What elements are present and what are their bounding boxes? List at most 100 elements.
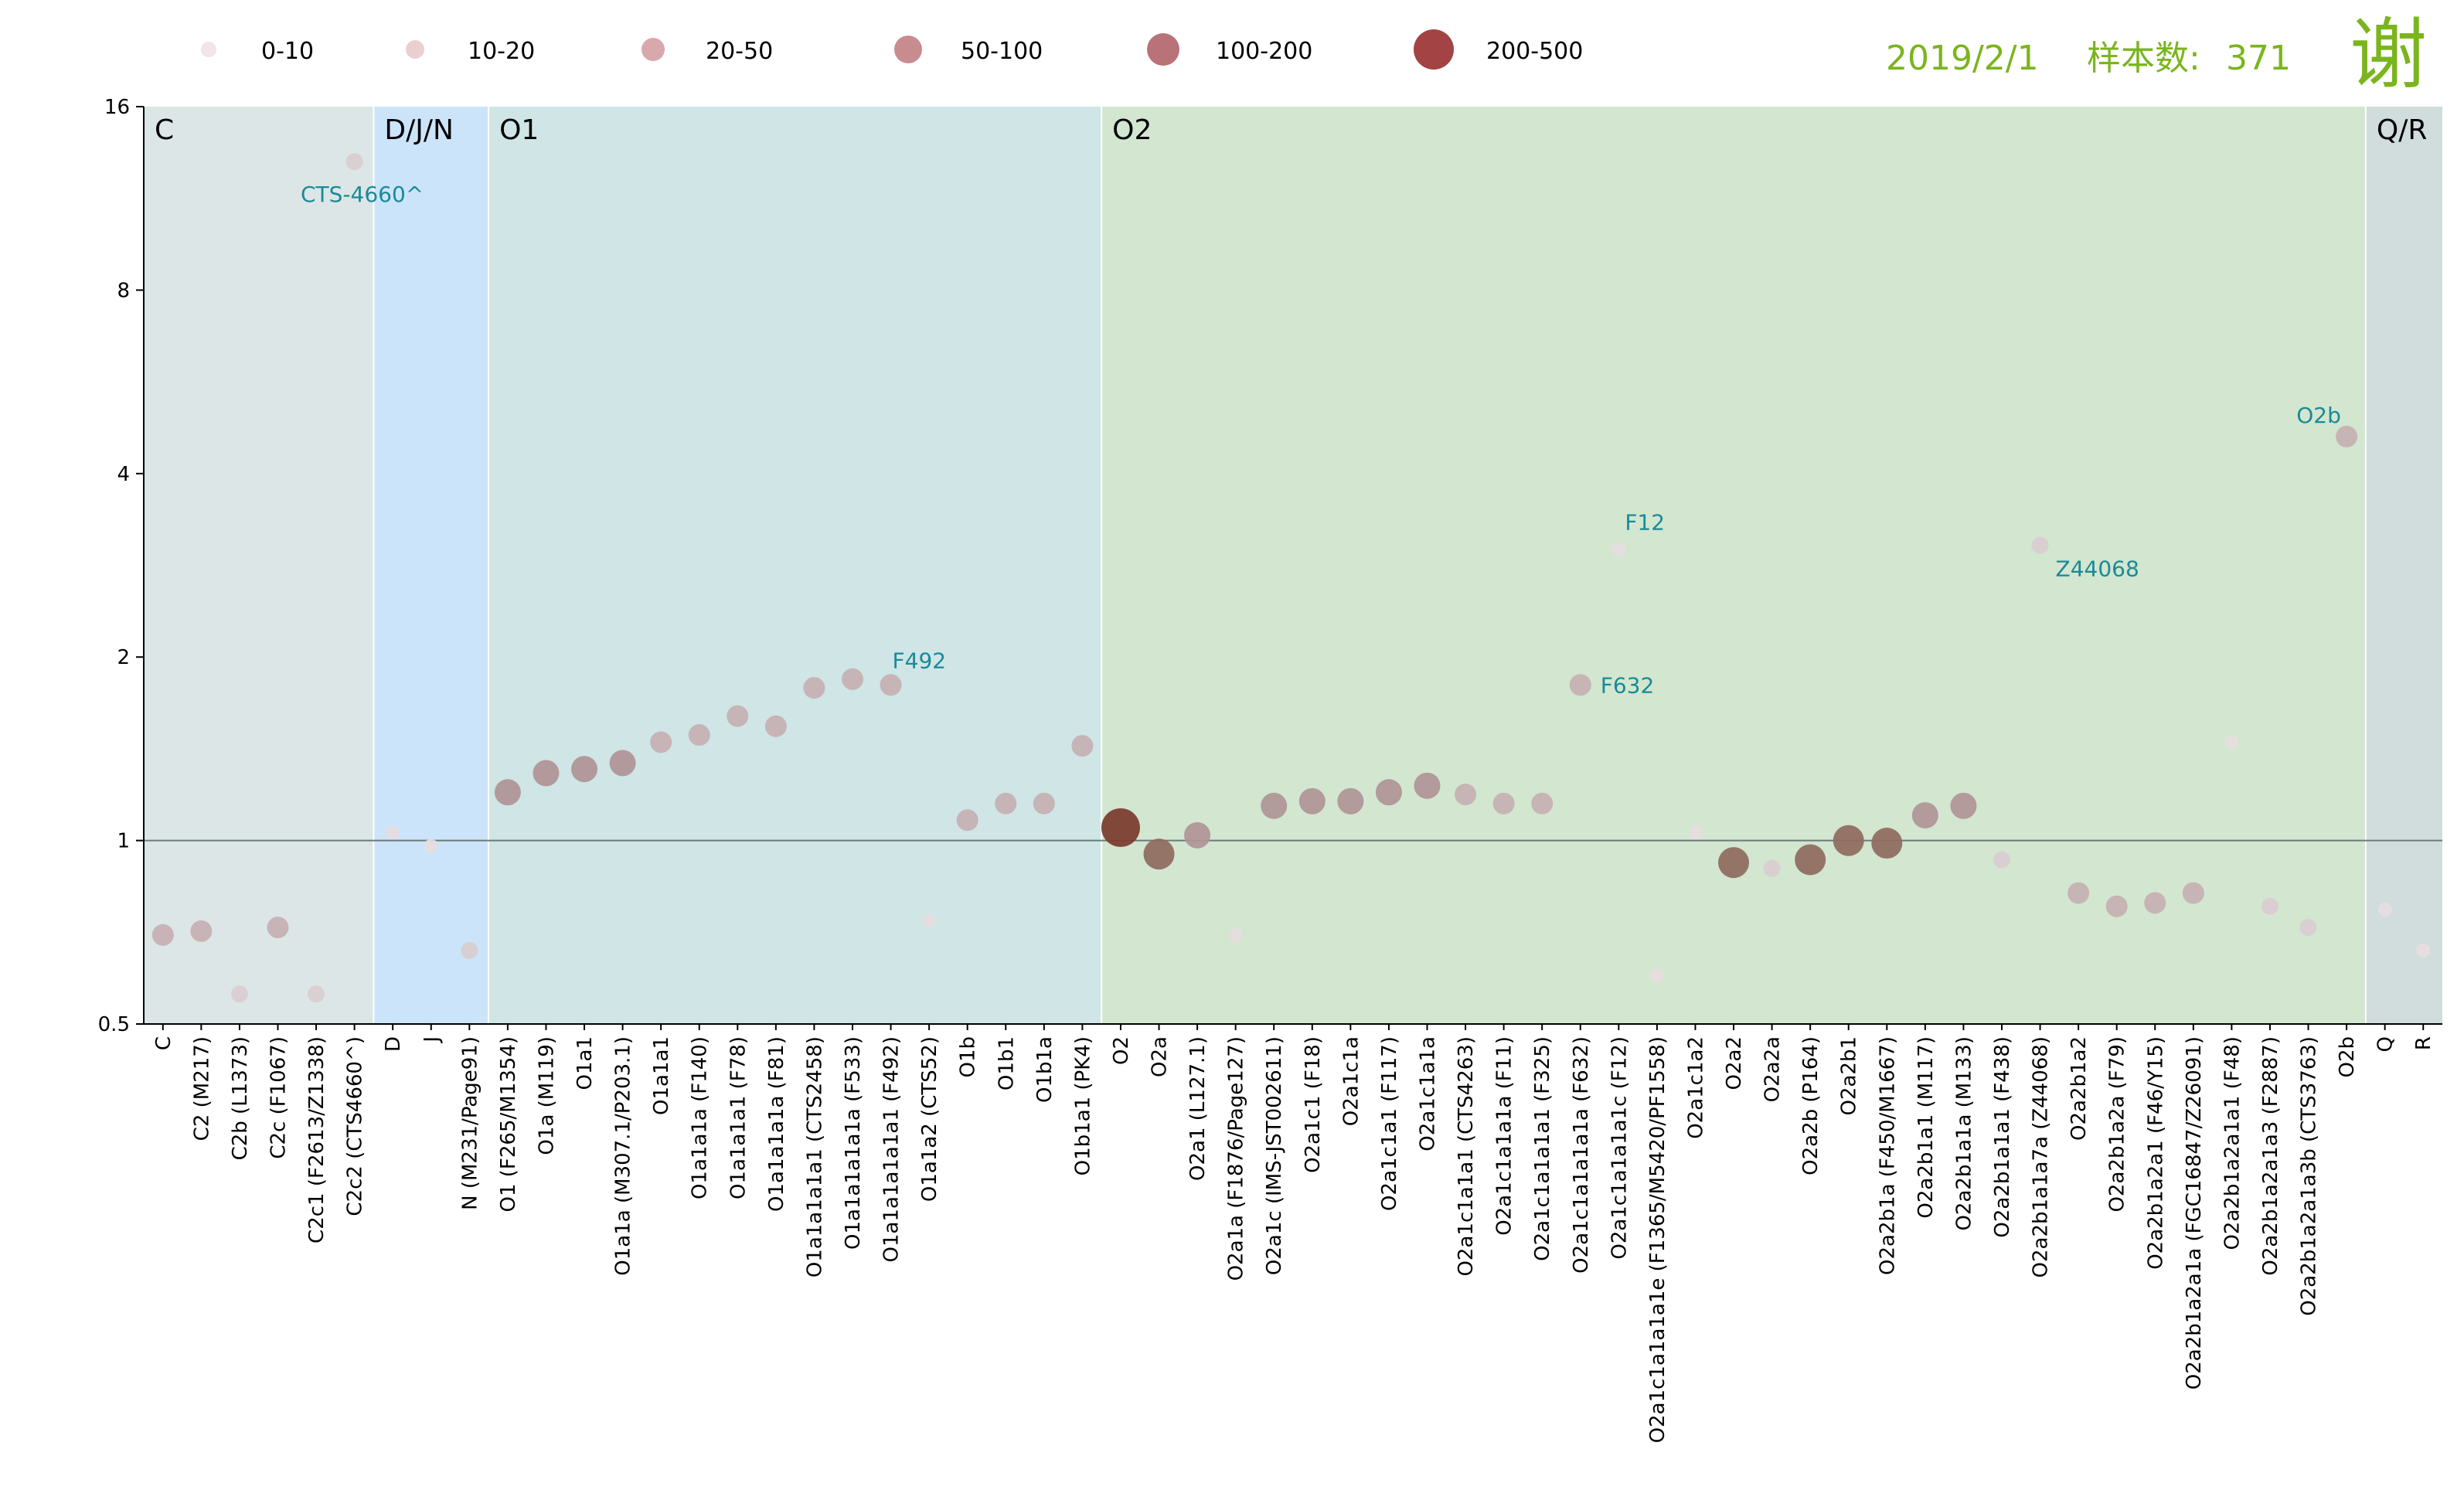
data-point-48 xyxy=(1993,851,2010,869)
x-tick-label-34: O2a1c1a1a1 (CTS4263) xyxy=(1455,1036,1478,1277)
y-tick-label-2: 2 xyxy=(117,646,130,669)
x-tick-label-42: O2a2a xyxy=(1761,1036,1785,1102)
data-point-7 xyxy=(424,839,438,853)
data-point-15 xyxy=(727,705,749,727)
data-point-38 xyxy=(1611,543,1626,557)
region-3 xyxy=(1101,107,2366,1024)
y-tick-label-1: 1 xyxy=(117,830,130,853)
region-2 xyxy=(488,107,1102,1024)
header-date: 2019/2/1 xyxy=(1886,39,2039,78)
region-label-1: D/J/N xyxy=(384,114,454,146)
x-tick-label-14: O1a1a1a (F140) xyxy=(689,1036,712,1199)
x-tick-label-27: O2a1 (L127.1) xyxy=(1186,1036,1210,1181)
data-point-40 xyxy=(1688,825,1703,840)
x-tick-label-49: O2a2b1a1a7a (Z44068) xyxy=(2030,1036,2053,1277)
data-point-26 xyxy=(1143,839,1175,870)
data-point-59 xyxy=(2416,943,2431,958)
x-tick-label-54: O2a2b1a2a1a1 (F48) xyxy=(2221,1036,2244,1250)
data-point-16 xyxy=(764,715,787,737)
x-tick-label-7: J xyxy=(420,1036,444,1044)
data-point-28 xyxy=(1228,927,1243,942)
x-tick-label-2: C2b (L1373) xyxy=(229,1036,252,1160)
data-point-41 xyxy=(1718,847,1750,879)
x-tick-label-40: O2a1c1a2 xyxy=(1684,1036,1707,1139)
data-point-1 xyxy=(190,920,213,942)
header: 2019/2/1 样本数: 371 谢 xyxy=(1886,9,2427,100)
header-surname: 谢 xyxy=(2350,9,2427,100)
data-point-32 xyxy=(1375,779,1402,806)
x-tick-label-33: O2a1c1a1a xyxy=(1416,1036,1439,1152)
x-tick-label-13: O1a1a1 xyxy=(650,1036,673,1115)
data-point-49 xyxy=(2031,536,2049,554)
data-point-57 xyxy=(2336,425,2358,447)
x-tick-label-3: C2c (F1067) xyxy=(267,1036,290,1159)
annotation-3: F12 xyxy=(1625,509,1665,535)
x-tick-label-53: O2a2b1a2a1a (FGC16847/Z26091) xyxy=(2183,1036,2206,1390)
x-tick-label-43: O2a2b (P164) xyxy=(1799,1036,1822,1175)
y-tick-label-0: 0.5 xyxy=(98,1013,130,1036)
x-tick-label-11: O1a1 xyxy=(573,1036,597,1090)
x-tick-label-15: O1a1a1a1 (F78) xyxy=(727,1036,750,1199)
x-tick-label-46: O2a2b1a1 (M117) xyxy=(1914,1036,1938,1219)
legend-swatch-0 xyxy=(201,42,216,57)
x-tick-label-30: O2a1c1 (F18) xyxy=(1302,1036,1325,1173)
data-point-6 xyxy=(386,825,400,840)
region-0 xyxy=(144,107,374,1024)
x-tick-label-31: O2a1c1a xyxy=(1339,1036,1363,1126)
data-point-52 xyxy=(2144,892,2166,914)
legend-swatch-4 xyxy=(1147,33,1179,66)
legend-swatch-5 xyxy=(1414,29,1454,70)
x-tick-label-4: C2c1 (F2613/Z1338) xyxy=(305,1036,328,1243)
data-point-25 xyxy=(1101,808,1140,847)
region-label-3: O2 xyxy=(1112,114,1152,146)
x-tick-label-45: O2a2b1a (F450/M1667) xyxy=(1876,1036,1899,1275)
x-tick-label-48: O2a2b1a1a1 (F438) xyxy=(1991,1036,2014,1238)
x-tick-label-6: D xyxy=(382,1036,405,1052)
data-point-35 xyxy=(1492,792,1515,815)
x-tick-label-51: O2a2b1a2a (F79) xyxy=(2106,1036,2129,1213)
region-1 xyxy=(373,107,489,1024)
data-point-55 xyxy=(2261,897,2279,915)
x-tick-label-9: O1 (F265/M1354) xyxy=(497,1036,520,1213)
data-point-29 xyxy=(1261,792,1288,819)
data-point-0 xyxy=(151,924,174,946)
data-point-17 xyxy=(803,677,825,699)
data-point-34 xyxy=(1455,784,1477,806)
annotation-5: O2b xyxy=(2296,403,2341,428)
x-tick-label-37: O2a1c1a1a1a1a (F632) xyxy=(1570,1036,1593,1274)
x-tick-label-55: O2a2b1a2a1a3 (F2887) xyxy=(2259,1036,2282,1276)
legend-label-5: 200-500 xyxy=(1486,38,1583,65)
data-point-50 xyxy=(2068,882,2090,904)
data-point-3 xyxy=(267,917,289,939)
x-tick-label-59: R xyxy=(2412,1036,2435,1050)
data-point-8 xyxy=(461,941,478,959)
data-point-54 xyxy=(2224,735,2239,750)
x-tick-label-35: O2a1c1a1a1a (F11) xyxy=(1493,1036,1516,1236)
y-tick-label-3: 4 xyxy=(117,463,130,486)
data-point-36 xyxy=(1531,792,1554,815)
legend-swatch-2 xyxy=(642,38,665,61)
x-tick-label-10: O1a (M119) xyxy=(535,1036,558,1155)
legend-label-0: 0-10 xyxy=(261,38,314,65)
data-point-39 xyxy=(1649,968,1664,983)
x-tick-label-12: O1a1a (M307.1/P203.1) xyxy=(612,1036,635,1276)
annotation-2: F632 xyxy=(1601,672,1655,698)
x-tick-label-58: Q xyxy=(2374,1036,2398,1052)
region-label-4: Q/R xyxy=(2377,114,2427,146)
data-point-47 xyxy=(1950,792,1977,819)
annotation-4: Z44068 xyxy=(2056,556,2139,582)
legend-label-1: 10-20 xyxy=(468,38,535,65)
data-point-24 xyxy=(1071,735,1094,757)
x-tick-label-26: O2a xyxy=(1149,1036,1172,1077)
x-tick-label-39: O2a1c1a1a1a1e (F1365/M5420/PF1558) xyxy=(1646,1036,1669,1443)
data-point-12 xyxy=(609,750,636,777)
y-tick-label-5: 16 xyxy=(104,96,130,119)
x-tick-label-38: O2a1c1a1a1a1c (F12) xyxy=(1608,1036,1631,1260)
data-point-33 xyxy=(1414,772,1441,799)
x-tick-label-56: O2a2b1a2a1a3b (CTS3763) xyxy=(2298,1036,2321,1316)
x-tick-label-17: O1a1a1a1a1 (CTS2458) xyxy=(803,1036,826,1277)
x-tick-label-24: O1b1a1 (PK4) xyxy=(1071,1036,1094,1175)
region-label-0: C xyxy=(155,114,174,146)
data-point-53 xyxy=(2182,882,2204,904)
